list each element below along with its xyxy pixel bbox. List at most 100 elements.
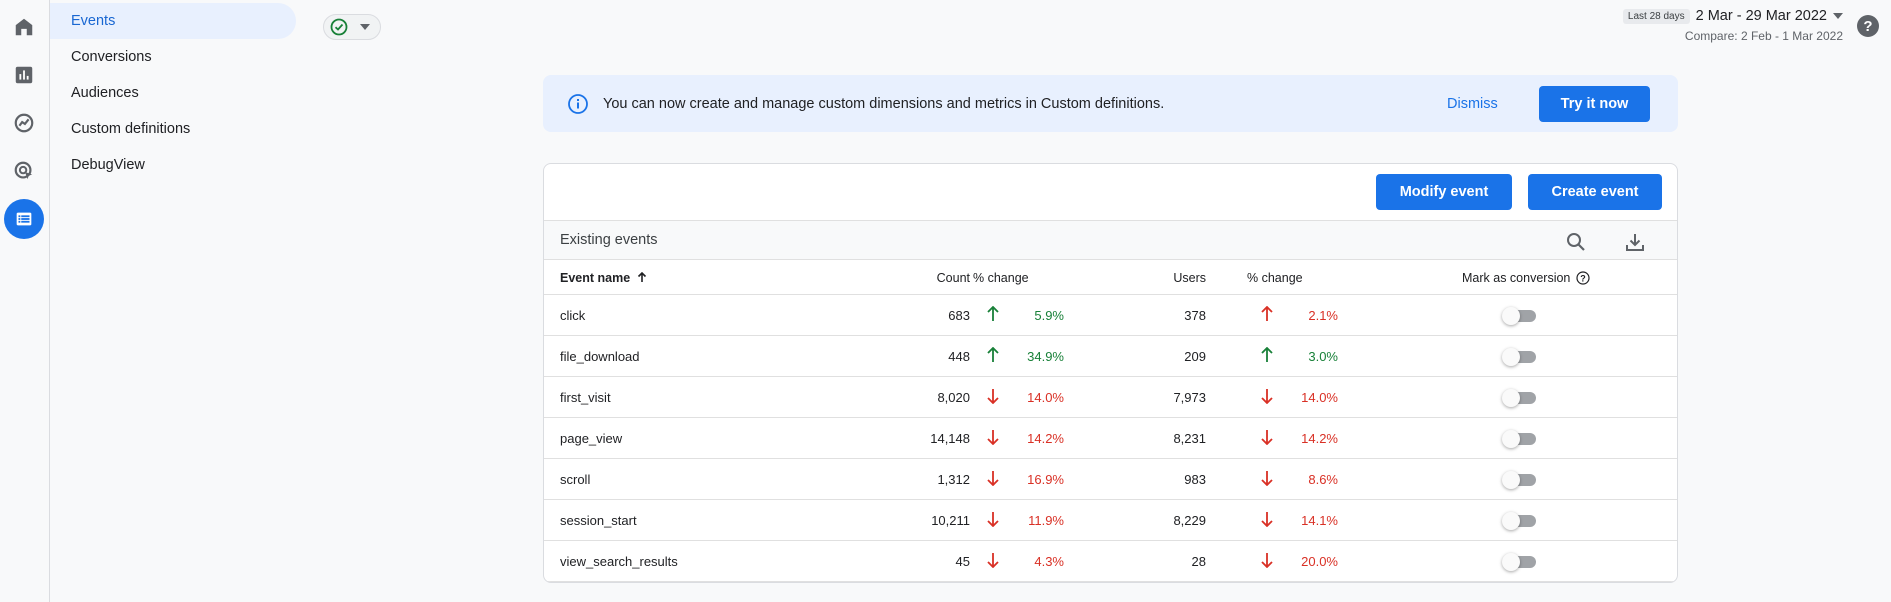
nav-item-debugview[interactable]: DebugView — [71, 157, 145, 173]
check-circle-icon — [330, 18, 348, 36]
table-header: Event name Count % change Users % change… — [544, 260, 1677, 295]
users-change-cell: 14.1% — [1301, 513, 1338, 528]
users-cell: 28 — [1191, 554, 1206, 569]
nav-item-conversions[interactable]: Conversions — [71, 49, 152, 65]
home-icon[interactable] — [4, 7, 44, 47]
count-change-cell: 34.9% — [1027, 349, 1064, 364]
table-row: view_search_results 45 4.3% 28 20.0% — [544, 541, 1677, 582]
dismiss-button[interactable]: Dismiss — [1447, 95, 1498, 112]
nav-item-custom-definitions[interactable]: Custom definitions — [71, 121, 191, 137]
users-change-cell: 14.2% — [1301, 431, 1338, 446]
table-row: page_view 14,148 14.2% 8,231 14.2% — [544, 418, 1677, 459]
users-change-cell: 2.1% — [1308, 308, 1338, 323]
count-column-header[interactable]: Count — [936, 271, 970, 285]
nav-item-audiences[interactable]: Audiences — [71, 85, 139, 101]
arrow-down-icon — [987, 512, 999, 527]
mark-as-conversion-toggle[interactable] — [1502, 471, 1538, 489]
date-range-picker[interactable]: Last 28 days 2 Mar - 29 Mar 2022 Compare… — [1622, 8, 1843, 43]
arrow-down-icon — [1261, 389, 1273, 404]
existing-events-title: Existing events — [560, 232, 658, 248]
mark-as-conversion-toggle[interactable] — [1502, 512, 1538, 530]
last-28-days-chip: Last 28 days — [1622, 8, 1690, 24]
count-change-cell: 14.0% — [1027, 390, 1064, 405]
arrow-down-icon — [987, 430, 999, 445]
mark-as-conversion-toggle[interactable] — [1502, 348, 1538, 366]
users-cell: 8,229 — [1173, 513, 1206, 528]
users-change-column-header: % change — [1247, 271, 1303, 285]
count-change-column-header: % change — [973, 271, 1029, 285]
table-row: file_download 448 34.9% 209 3.0% — [544, 336, 1677, 377]
count-change-cell: 14.2% — [1027, 431, 1064, 446]
users-change-cell: 14.0% — [1301, 390, 1338, 405]
event-name-cell[interactable]: first_visit — [560, 390, 611, 405]
count-change-cell: 4.3% — [1034, 554, 1064, 569]
users-cell: 378 — [1184, 308, 1206, 323]
info-icon — [568, 94, 588, 114]
comparison-status-dropdown[interactable] — [323, 14, 381, 40]
download-icon[interactable] — [1623, 230, 1647, 254]
arrow-up-icon — [987, 347, 999, 362]
users-change-cell: 3.0% — [1308, 349, 1338, 364]
try-it-now-button[interactable]: Try it now — [1539, 86, 1650, 122]
table-row: first_visit 8,020 14.0% 7,973 14.0% — [544, 377, 1677, 418]
arrow-down-icon — [987, 553, 999, 568]
mark-as-conversion-toggle[interactable] — [1502, 389, 1538, 407]
mark-as-conversion-toggle[interactable] — [1502, 430, 1538, 448]
users-column-header[interactable]: Users — [1173, 271, 1206, 285]
users-cell: 8,231 — [1173, 431, 1206, 446]
help-icon[interactable]: ? — [1857, 15, 1879, 37]
explore-icon[interactable] — [4, 103, 44, 143]
arrow-down-icon — [1261, 512, 1273, 527]
create-event-button[interactable]: Create event — [1528, 174, 1662, 210]
count-cell: 10,211 — [931, 513, 970, 528]
compare-range-label: Compare: 2 Feb - 1 Mar 2022 — [1684, 29, 1843, 43]
event-name-column-header[interactable]: Event name — [560, 271, 647, 285]
count-cell: 1,312 — [937, 472, 970, 487]
sort-ascending-icon — [637, 271, 646, 282]
event-name-cell[interactable]: file_download — [560, 349, 640, 364]
event-name-cell[interactable]: view_search_results — [560, 554, 678, 569]
count-cell: 14,148 — [930, 431, 970, 446]
event-name-cell[interactable]: page_view — [560, 431, 623, 446]
modify-event-button[interactable]: Modify event — [1376, 174, 1512, 210]
count-cell: 8,020 — [937, 390, 970, 405]
arrow-down-icon — [1261, 471, 1273, 486]
configure-icon[interactable] — [4, 199, 44, 239]
table-row: session_start 10,211 11.9% 8,229 14.1% — [544, 500, 1677, 541]
count-change-cell: 5.9% — [1034, 308, 1064, 323]
event-name-cell[interactable]: click — [560, 308, 586, 323]
advertising-icon[interactable] — [4, 151, 44, 191]
mark-as-conversion-toggle[interactable] — [1502, 553, 1538, 571]
nav-item-events[interactable]: Events — [50, 3, 296, 39]
count-change-cell: 11.9% — [1028, 513, 1064, 528]
count-change-cell: 16.9% — [1027, 472, 1064, 487]
arrow-down-icon — [987, 471, 999, 486]
caret-down-icon — [360, 24, 370, 30]
mark-as-conversion-column-header: Mark as conversion ? — [1462, 271, 1590, 285]
count-cell: 683 — [948, 308, 970, 323]
arrow-down-icon — [987, 389, 999, 404]
users-cell: 209 — [1184, 349, 1206, 364]
left-rail — [0, 0, 50, 602]
svg-text:?: ? — [1580, 273, 1586, 283]
reports-icon[interactable] — [4, 55, 44, 95]
event-name-cell[interactable]: session_start — [560, 513, 637, 528]
mark-as-conversion-toggle[interactable] — [1502, 307, 1538, 325]
help-circle-icon[interactable]: ? — [1576, 271, 1590, 285]
arrow-up-icon — [1261, 347, 1273, 362]
arrow-down-icon — [1261, 430, 1273, 445]
users-cell: 7,973 — [1173, 390, 1206, 405]
search-icon[interactable] — [1564, 230, 1588, 254]
users-cell: 983 — [1184, 472, 1206, 487]
date-range-label: 2 Mar - 29 Mar 2022 — [1695, 8, 1827, 24]
caret-down-icon — [1833, 13, 1843, 19]
users-change-cell: 8.6% — [1308, 472, 1338, 487]
info-banner: You can now create and manage custom dim… — [543, 75, 1678, 132]
count-cell: 448 — [948, 349, 970, 364]
banner-message: You can now create and manage custom dim… — [603, 95, 1165, 112]
event-name-cell[interactable]: scroll — [560, 472, 591, 487]
arrow-down-icon — [1261, 553, 1273, 568]
arrow-up-icon — [1261, 306, 1273, 321]
table-row: scroll 1,312 16.9% 983 8.6% — [544, 459, 1677, 500]
arrow-up-icon — [987, 306, 999, 321]
